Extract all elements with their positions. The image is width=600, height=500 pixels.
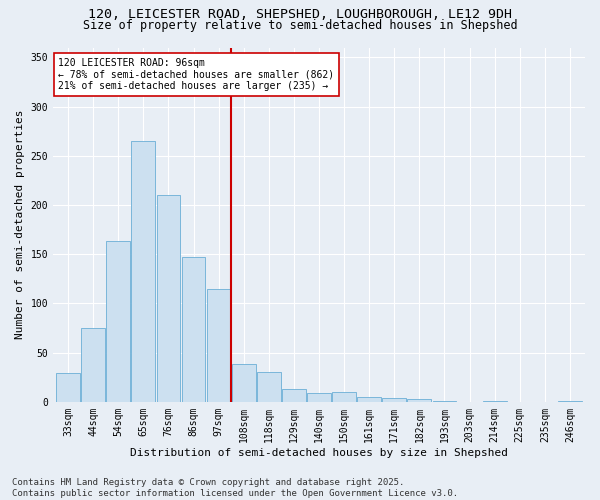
Bar [332,392,356,402]
Text: Size of property relative to semi-detached houses in Shepshed: Size of property relative to semi-detach… [83,19,517,32]
Bar [207,288,230,402]
Bar [131,141,155,402]
Bar [56,374,80,402]
Bar [382,398,406,402]
Bar [407,399,431,402]
Bar [307,393,331,402]
Text: 120, LEICESTER ROAD, SHEPSHED, LOUGHBOROUGH, LE12 9DH: 120, LEICESTER ROAD, SHEPSHED, LOUGHBORO… [88,8,512,20]
Bar [357,397,381,402]
Text: 120 LEICESTER ROAD: 96sqm
← 78% of semi-detached houses are smaller (862)
21% of: 120 LEICESTER ROAD: 96sqm ← 78% of semi-… [58,58,334,92]
Bar [157,195,181,402]
Bar [232,364,256,402]
Bar [433,401,457,402]
X-axis label: Distribution of semi-detached houses by size in Shepshed: Distribution of semi-detached houses by … [130,448,508,458]
Bar [81,328,105,402]
Y-axis label: Number of semi-detached properties: Number of semi-detached properties [15,110,25,340]
Bar [282,389,306,402]
Text: Contains HM Land Registry data © Crown copyright and database right 2025.
Contai: Contains HM Land Registry data © Crown c… [12,478,458,498]
Bar [106,242,130,402]
Bar [558,401,582,402]
Bar [483,401,506,402]
Bar [257,372,281,402]
Bar [182,257,205,402]
